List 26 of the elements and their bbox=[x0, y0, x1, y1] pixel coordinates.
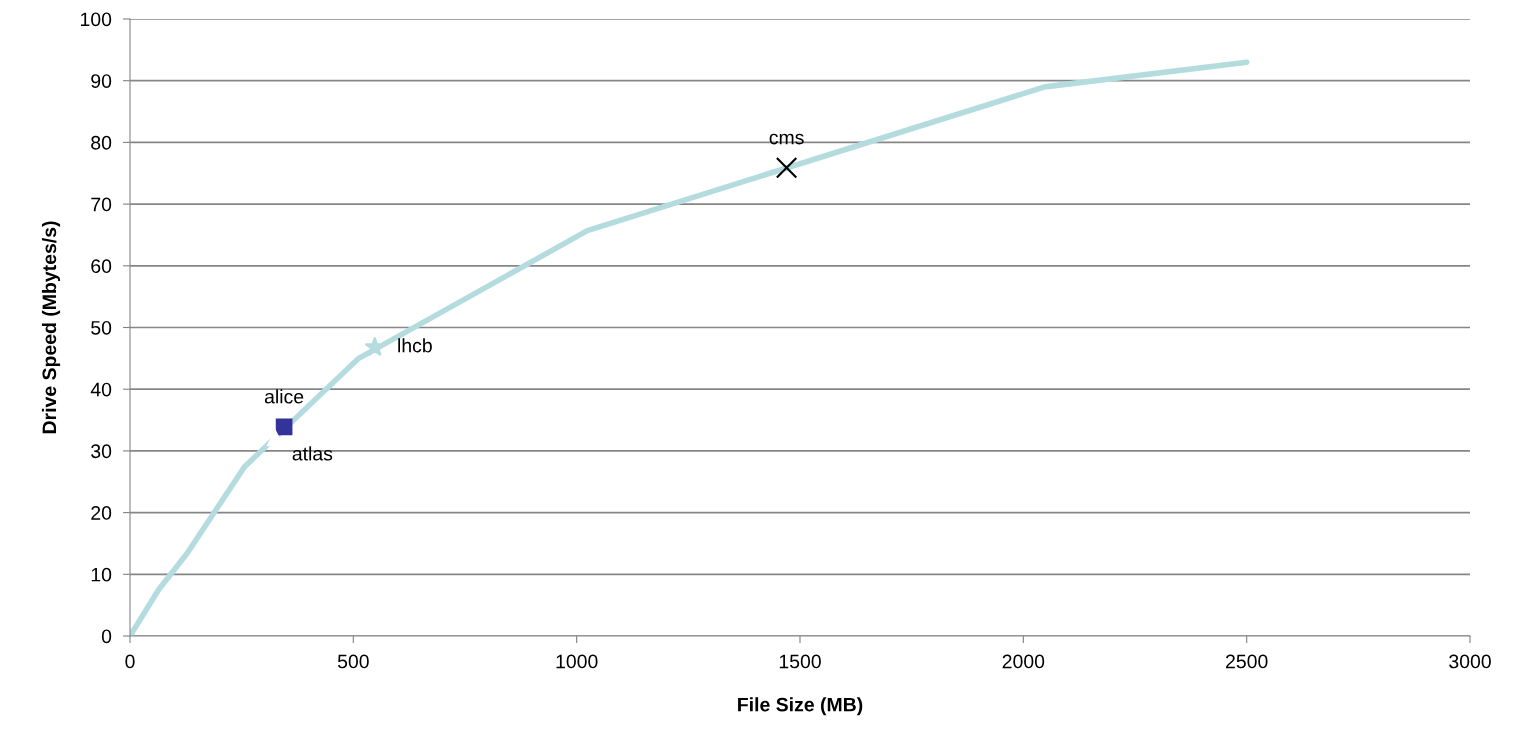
y-tick-label: 60 bbox=[91, 259, 112, 274]
y-tick-label: 40 bbox=[90, 382, 112, 397]
y-tick-label: 80 bbox=[91, 135, 112, 150]
series-label: lhcb bbox=[398, 338, 432, 353]
x-tick-label: 3000 bbox=[1449, 654, 1491, 669]
x-tick-label: 500 bbox=[337, 654, 369, 669]
x-tick-label: 2500 bbox=[1226, 654, 1268, 669]
point bbox=[775, 156, 798, 179]
y-tick-label: 70 bbox=[91, 197, 112, 212]
series-label: atlas bbox=[292, 446, 333, 461]
y-axis-title: Drive Speed (Mbytes/s) bbox=[41, 221, 61, 434]
y-tick-label: 0 bbox=[101, 629, 112, 644]
series-label: alice bbox=[264, 389, 304, 404]
y-tick-label: 10 bbox=[91, 567, 112, 582]
x-tick-label: 1500 bbox=[779, 654, 821, 669]
y-tick-label: 20 bbox=[91, 506, 112, 520]
y-tick-label: 90 bbox=[91, 74, 112, 88]
y-tick-label: 50 bbox=[91, 320, 112, 335]
x-axis-title: File Size (MB) bbox=[738, 697, 863, 716]
x-tick-label: 0 bbox=[125, 654, 135, 669]
x-tick-label: 2000 bbox=[1002, 654, 1045, 669]
point bbox=[275, 418, 293, 436]
x-tick-label: 1000 bbox=[556, 654, 598, 669]
y-tick-label: 30 bbox=[91, 444, 112, 459]
series-label: cms bbox=[769, 133, 804, 145]
y-tick-label: 100 bbox=[80, 12, 112, 27]
